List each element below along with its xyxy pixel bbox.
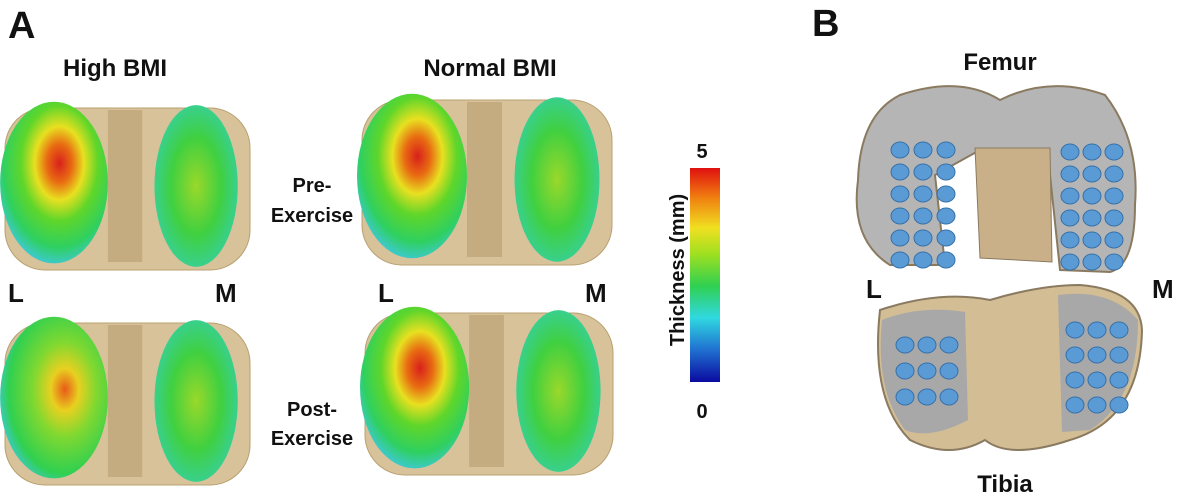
measurement-site: [1104, 165, 1124, 183]
colorbar: [690, 168, 720, 382]
femur-label: Femur: [963, 49, 1036, 76]
measurement-site: [1104, 187, 1124, 205]
medial-thickness-map: [154, 320, 238, 482]
measurement-site: [1104, 143, 1124, 161]
measurement-site: [1060, 231, 1080, 249]
measurement-site: [1060, 253, 1080, 271]
side-label: L: [378, 278, 394, 308]
measurement-site: [890, 185, 910, 203]
side-label: M: [1152, 274, 1174, 304]
measurement-site: [890, 251, 910, 269]
measurement-site: [890, 207, 910, 225]
measurement-site: [1109, 321, 1129, 339]
measurement-site: [1082, 143, 1102, 161]
measurement-site: [939, 362, 959, 380]
measurement-site: [913, 163, 933, 181]
timepoint-label: Post-: [287, 399, 337, 421]
measurement-site: [1082, 187, 1102, 205]
measurement-site: [1065, 396, 1085, 414]
measurement-site: [939, 388, 959, 406]
surface-groove: [469, 315, 504, 467]
measurement-site: [936, 251, 956, 269]
measurement-site: [917, 362, 937, 380]
measurement-site: [1104, 253, 1124, 271]
surface-groove: [107, 325, 143, 477]
tibia-label: Tibia: [977, 471, 1033, 498]
lateral-thickness-map: [360, 306, 470, 469]
group-label: High BMI: [63, 55, 167, 82]
medial-thickness-map: [516, 310, 601, 472]
measurement-site: [1060, 187, 1080, 205]
measurement-site: [913, 185, 933, 203]
timepoint-label: Pre-: [293, 175, 332, 197]
side-label: L: [8, 278, 24, 308]
measurement-site: [939, 336, 959, 354]
colorbar-max: 5: [696, 141, 707, 163]
measurement-site: [1087, 346, 1107, 364]
measurement-site: [1082, 209, 1102, 227]
measurement-site: [936, 163, 956, 181]
measurement-site: [895, 336, 915, 354]
medial-thickness-map: [154, 105, 238, 267]
panel-letter: B: [812, 3, 839, 45]
measurement-site: [1109, 346, 1129, 364]
side-label: M: [585, 278, 607, 308]
measurement-site: [1065, 321, 1085, 339]
side-label: L: [866, 274, 882, 304]
colorbar-min: 0: [696, 401, 707, 423]
timepoint-label: Exercise: [271, 205, 353, 227]
colorbar-label: Thickness (mm): [667, 194, 689, 346]
measurement-site: [1087, 321, 1107, 339]
measurement-site: [1060, 165, 1080, 183]
lateral-thickness-map: [0, 316, 108, 479]
panel-letter: A: [8, 5, 35, 47]
measurement-site: [936, 207, 956, 225]
side-label: M: [215, 278, 237, 308]
measurement-site: [1082, 165, 1102, 183]
measurement-site: [1087, 371, 1107, 389]
measurement-site: [913, 251, 933, 269]
measurement-site: [936, 141, 956, 159]
measurement-site: [1104, 209, 1124, 227]
femur-notch: [974, 147, 1053, 263]
measurement-site: [913, 207, 933, 225]
surface-groove: [107, 110, 143, 262]
measurement-site: [1060, 143, 1080, 161]
measurement-site: [1109, 396, 1129, 414]
measurement-site: [917, 336, 937, 354]
measurement-site: [890, 163, 910, 181]
measurement-site: [890, 141, 910, 159]
measurement-site: [1109, 371, 1129, 389]
measurement-site: [936, 229, 956, 247]
measurement-site: [913, 141, 933, 159]
measurement-site: [890, 229, 910, 247]
measurement-site: [913, 229, 933, 247]
measurement-site: [1104, 231, 1124, 249]
measurement-site: [1087, 396, 1107, 414]
measurement-site: [917, 388, 937, 406]
measurement-site: [1065, 346, 1085, 364]
timepoint-label: Exercise: [271, 428, 353, 450]
lateral-thickness-map: [0, 101, 108, 264]
measurement-site: [1060, 209, 1080, 227]
measurement-site: [895, 362, 915, 380]
shapes: [0, 85, 1144, 486]
measurement-site: [936, 185, 956, 203]
measurement-site: [1065, 371, 1085, 389]
measurement-site: [1082, 253, 1102, 271]
surface-groove: [467, 102, 502, 257]
measurement-site: [1082, 231, 1102, 249]
group-label: Normal BMI: [423, 55, 556, 82]
medial-thickness-map: [514, 97, 600, 262]
measurement-site: [895, 388, 915, 406]
lateral-thickness-map: [357, 93, 467, 259]
